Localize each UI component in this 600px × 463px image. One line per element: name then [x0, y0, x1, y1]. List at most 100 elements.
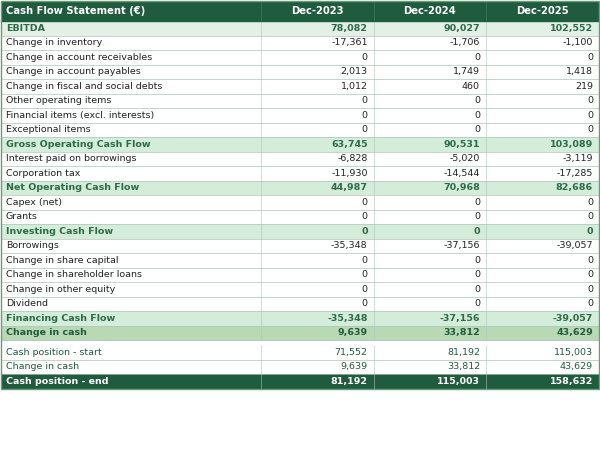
Bar [1, 238, 599, 253]
Text: 0: 0 [474, 125, 480, 134]
Text: 0: 0 [362, 270, 368, 279]
Text: 0: 0 [362, 212, 368, 221]
Bar [1, 123, 599, 137]
Text: -14,544: -14,544 [443, 169, 480, 178]
Bar [1, 36, 599, 50]
Text: 81,192: 81,192 [447, 348, 480, 357]
Text: Change in cash: Change in cash [6, 362, 79, 371]
Text: 0: 0 [474, 111, 480, 120]
Text: Change in fiscal and social debts: Change in fiscal and social debts [6, 82, 163, 91]
Bar [1, 108, 599, 123]
Text: 0: 0 [587, 256, 593, 265]
Text: 102,552: 102,552 [550, 24, 593, 33]
Text: 0: 0 [474, 96, 480, 105]
Bar [1, 94, 599, 108]
Bar [1, 374, 599, 388]
Text: 0: 0 [587, 53, 593, 62]
Text: Change in account receivables: Change in account receivables [6, 53, 152, 62]
Text: 0: 0 [474, 198, 480, 207]
Text: 82,686: 82,686 [556, 183, 593, 192]
Bar [1, 1, 599, 21]
Text: Financing Cash Flow: Financing Cash Flow [6, 314, 115, 323]
Text: Financial items (excl. interests): Financial items (excl. interests) [6, 111, 154, 120]
Text: 63,745: 63,745 [331, 140, 368, 149]
Text: 0: 0 [587, 227, 593, 236]
Text: Dividend: Dividend [6, 299, 48, 308]
Text: 33,812: 33,812 [443, 328, 480, 337]
Text: 0: 0 [474, 256, 480, 265]
Text: 0: 0 [587, 212, 593, 221]
Text: 103,089: 103,089 [550, 140, 593, 149]
Text: 1,012: 1,012 [341, 82, 368, 91]
Text: 0: 0 [587, 270, 593, 279]
Text: Change in inventory: Change in inventory [6, 38, 102, 47]
Text: 33,812: 33,812 [447, 362, 480, 371]
Text: 0: 0 [362, 285, 368, 294]
Text: 0: 0 [362, 96, 368, 105]
Text: Change in shareholder loans: Change in shareholder loans [6, 270, 142, 279]
Text: -5,020: -5,020 [449, 154, 480, 163]
Text: -1,706: -1,706 [449, 38, 480, 47]
Text: Dec-2025: Dec-2025 [516, 6, 569, 16]
Text: 219: 219 [575, 82, 593, 91]
Text: 81,192: 81,192 [331, 377, 368, 386]
Bar [1, 181, 599, 195]
Text: Interest paid on borrowings: Interest paid on borrowings [6, 154, 137, 163]
Text: Change in cash: Change in cash [6, 328, 87, 337]
Text: -17,361: -17,361 [331, 38, 368, 47]
Text: -35,348: -35,348 [331, 241, 368, 250]
Bar [1, 311, 599, 325]
Bar [1, 253, 599, 268]
Bar [1, 345, 599, 359]
Text: 0: 0 [587, 96, 593, 105]
Text: 115,003: 115,003 [554, 348, 593, 357]
Bar [1, 282, 599, 296]
Text: 70,968: 70,968 [443, 183, 480, 192]
Text: Borrowings: Borrowings [6, 241, 59, 250]
Text: Capex (net): Capex (net) [6, 198, 62, 207]
Text: 43,629: 43,629 [560, 362, 593, 371]
Text: 43,629: 43,629 [556, 328, 593, 337]
Text: -39,057: -39,057 [557, 241, 593, 250]
Text: 2,013: 2,013 [340, 67, 368, 76]
Text: 0: 0 [473, 227, 480, 236]
Bar [1, 79, 599, 94]
Text: 1,749: 1,749 [453, 67, 480, 76]
Text: 460: 460 [462, 82, 480, 91]
Text: 0: 0 [587, 125, 593, 134]
Text: -1,100: -1,100 [563, 38, 593, 47]
Text: -39,057: -39,057 [553, 314, 593, 323]
Text: 9,639: 9,639 [340, 362, 368, 371]
Bar [1, 209, 599, 224]
Text: Change in account payables: Change in account payables [6, 67, 141, 76]
Text: 9,639: 9,639 [337, 328, 368, 337]
Text: -11,930: -11,930 [331, 169, 368, 178]
Text: -17,285: -17,285 [557, 169, 593, 178]
Text: 44,987: 44,987 [331, 183, 368, 192]
Text: 90,531: 90,531 [443, 140, 480, 149]
Text: -37,156: -37,156 [439, 314, 480, 323]
Text: 0: 0 [362, 125, 368, 134]
Text: Grants: Grants [6, 212, 38, 221]
Text: 0: 0 [361, 227, 368, 236]
Text: Cash position - end: Cash position - end [6, 377, 109, 386]
Bar [1, 166, 599, 181]
Text: 0: 0 [474, 53, 480, 62]
Bar [1, 340, 599, 345]
Bar [1, 325, 599, 340]
Text: Cash position - start: Cash position - start [6, 348, 102, 357]
Text: 1,418: 1,418 [566, 67, 593, 76]
Text: 0: 0 [362, 111, 368, 120]
Text: Change in share capital: Change in share capital [6, 256, 119, 265]
Bar [1, 296, 599, 311]
Text: Corporation tax: Corporation tax [6, 169, 80, 178]
Text: 158,632: 158,632 [550, 377, 593, 386]
Text: 0: 0 [362, 299, 368, 308]
Text: Dec-2024: Dec-2024 [403, 6, 456, 16]
Bar [1, 137, 599, 151]
Text: 71,552: 71,552 [335, 348, 368, 357]
Text: 0: 0 [474, 285, 480, 294]
Text: Other operating items: Other operating items [6, 96, 112, 105]
Text: EBITDA: EBITDA [6, 24, 45, 33]
Bar [1, 268, 599, 282]
